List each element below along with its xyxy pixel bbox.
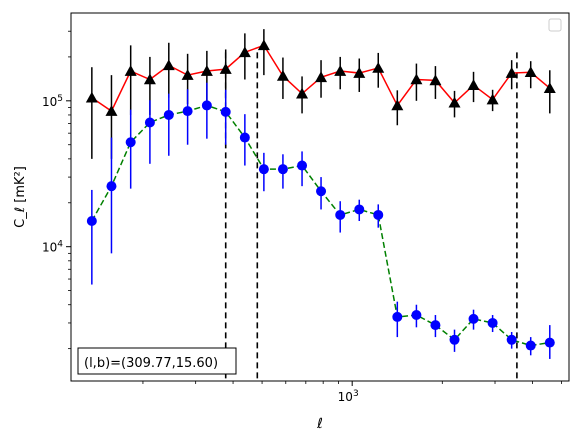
- data-point-circle: [106, 181, 117, 192]
- data-point-circle: [373, 209, 384, 220]
- data-point-circle: [258, 164, 269, 175]
- data-point-circle: [506, 334, 517, 345]
- data-point-circle: [411, 310, 422, 321]
- data-point-circle: [468, 313, 479, 324]
- data-point-triangle: [429, 74, 442, 86]
- data-point-circle: [354, 204, 365, 215]
- x-axis-label: ℓ: [316, 416, 323, 432]
- data-point-triangle: [200, 65, 213, 76]
- data-point-circle: [125, 137, 136, 148]
- data-point-triangle: [543, 82, 556, 94]
- data-point-triangle: [296, 87, 309, 99]
- data-point-triangle: [238, 46, 251, 58]
- data-point-circle: [239, 132, 250, 143]
- series-1: [85, 29, 556, 159]
- data-point-triangle: [353, 67, 366, 78]
- data-point-triangle: [105, 105, 118, 116]
- data-point-circle: [392, 311, 403, 322]
- data-point-triangle: [334, 65, 347, 76]
- legend-box[interactable]: [548, 18, 562, 32]
- annotation-text: (l,b)=(309.77,15.60): [84, 356, 218, 371]
- data-point-triangle: [486, 93, 499, 105]
- data-point-circle: [297, 160, 308, 171]
- data-point-triangle: [143, 73, 156, 85]
- data-point-triangle: [257, 39, 270, 51]
- data-point-triangle: [524, 66, 537, 78]
- data-point-circle: [182, 106, 193, 117]
- data-point-triangle: [162, 59, 175, 71]
- data-point-circle: [449, 334, 460, 345]
- data-point-circle: [430, 320, 441, 331]
- data-point-circle: [544, 337, 555, 348]
- y-tick-label: 104: [42, 240, 63, 255]
- data-point-circle: [144, 117, 155, 128]
- data-point-triangle: [467, 79, 480, 90]
- series-line: [91, 104, 550, 347]
- y-tick-label: 105: [42, 94, 63, 109]
- data-point-circle: [525, 340, 536, 351]
- data-point-triangle: [505, 67, 518, 78]
- data-point-circle: [335, 209, 346, 220]
- x-tick-label: 103: [338, 389, 359, 404]
- data-point-triangle: [85, 91, 98, 103]
- data-point-circle: [86, 215, 97, 226]
- data-point-triangle: [410, 73, 423, 85]
- data-point-triangle: [181, 69, 194, 80]
- data-point-triangle: [219, 63, 232, 74]
- data-point-triangle: [391, 99, 404, 111]
- annotation-box: (l,b)=(309.77,15.60): [77, 347, 237, 375]
- data-point-circle: [201, 100, 212, 111]
- plot-frame: [70, 12, 570, 382]
- data-point-triangle: [372, 61, 385, 73]
- y-axis-label: C_ℓ [mK²]: [13, 166, 28, 228]
- data-point-triangle: [276, 69, 289, 81]
- data-point-triangle: [315, 71, 328, 83]
- data-point-triangle: [124, 65, 137, 76]
- data-point-circle: [220, 106, 231, 117]
- y-axis-label-text: C_ℓ [mK²]: [13, 166, 28, 228]
- data-point-circle: [487, 317, 498, 328]
- data-point-triangle: [448, 96, 461, 108]
- data-point-circle: [163, 109, 174, 120]
- data-point-circle: [277, 164, 288, 175]
- series-2: [86, 82, 555, 359]
- data-point-circle: [316, 186, 327, 197]
